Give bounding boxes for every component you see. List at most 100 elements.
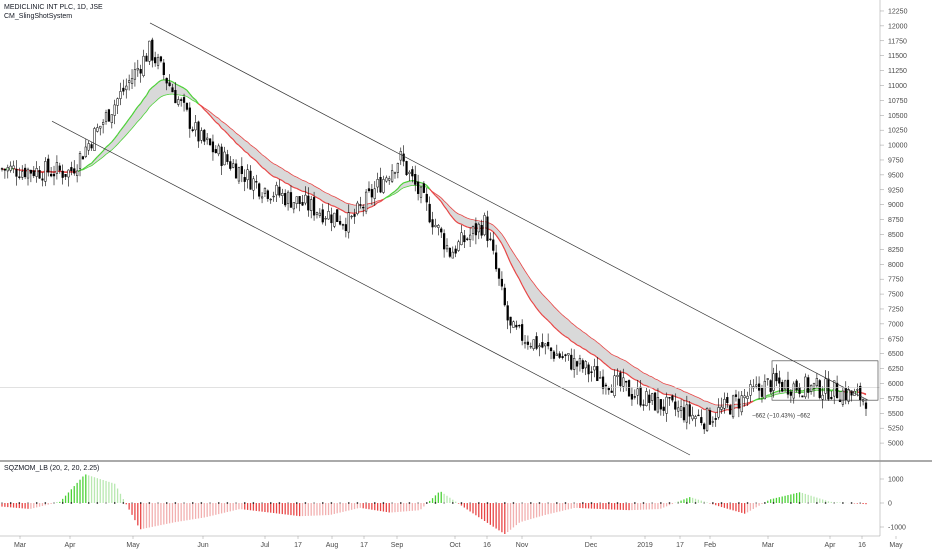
price-pane[interactable]: 5000 5250 5500 5750 6000 6250 6500 6750 7000 7250…: [0, 8, 908, 456]
slow-ema-segment: [756, 398, 760, 401]
candle-body: [237, 167, 241, 182]
slow-ema-segment: [536, 286, 540, 292]
slow-ema-segment: [88, 165, 92, 168]
candle-body: [671, 395, 674, 401]
slow-ema-segment: [247, 141, 251, 146]
candle-body: [226, 154, 229, 162]
time-tick-label: Apr: [65, 542, 77, 549]
slow-ema-segment: [498, 230, 503, 235]
candle-body: [809, 385, 813, 392]
fast-ema-segment: [591, 353, 595, 356]
slow-ema-segment: [235, 132, 240, 136]
candle-body: [327, 210, 330, 220]
time-tick-label: Apr: [825, 542, 837, 549]
fast-ema-segment: [238, 145, 243, 149]
slow-ema-segment: [435, 193, 439, 196]
candle-body: [619, 372, 622, 387]
squeeze-dot: [833, 502, 835, 504]
slow-ema-segment: [400, 187, 404, 190]
fast-ema-segment: [342, 210, 347, 214]
squeeze-dot: [694, 502, 697, 504]
fast-ema-segment: [498, 239, 503, 245]
slow-ema-segment: [319, 188, 323, 192]
squeeze-dot: [816, 502, 818, 504]
candle-body: [87, 143, 90, 151]
fast-ema-segment: [579, 345, 584, 349]
squeeze-dot: [261, 502, 263, 504]
candle-body: [310, 199, 313, 211]
price-tick-label: 8250: [888, 247, 904, 254]
slow-ema-segment: [273, 163, 277, 166]
fast-ema-segment: [374, 202, 379, 206]
fast-ema-segment: [336, 207, 341, 210]
candle-body: [844, 387, 847, 401]
fast-ema-segment: [440, 201, 445, 207]
fast-ema-segment: [287, 183, 292, 187]
slow-ema-segment: [599, 344, 604, 348]
slow-ema-segment: [389, 194, 393, 197]
candle-body: [356, 202, 359, 214]
fast-ema-segment: [232, 139, 237, 144]
fast-ema-segment: [596, 357, 601, 360]
fast-ema-segment: [160, 79, 164, 81]
slow-ema-segment: [518, 261, 523, 267]
fast-ema-segment: [108, 141, 113, 146]
price-tick-label: 11750: [888, 38, 907, 45]
slow-ema-segment: [351, 204, 355, 206]
fast-ema-segment: [464, 225, 468, 228]
slow-ema-segment: [221, 120, 225, 124]
candle-body: [610, 390, 613, 393]
slow-ema-segment: [446, 203, 451, 208]
slow-ema-segment: [452, 209, 456, 213]
price-tick-label: 5750: [888, 396, 904, 403]
candle-body: [304, 194, 307, 204]
fast-ema-segment: [449, 213, 454, 219]
candle-body: [613, 375, 616, 397]
slow-ema-segment: [134, 121, 139, 126]
candle-body: [454, 248, 457, 254]
price-tick-label: 5000: [888, 441, 904, 448]
squeeze-dot: [183, 502, 185, 504]
price-tick-label: 12000: [888, 23, 908, 30]
fast-ema-segment: [313, 195, 318, 199]
fast-ema-segment: [255, 160, 260, 165]
candle-body: [466, 238, 469, 240]
candle-body: [408, 171, 411, 174]
candle-body: [44, 161, 47, 182]
fast-ema-segment: [334, 205, 338, 209]
candle-body: [203, 129, 206, 142]
fast-ema-segment: [224, 130, 228, 134]
candle-body: [679, 406, 683, 411]
candle-body: [252, 178, 255, 191]
squeeze-dot: [400, 502, 402, 504]
slow-ema-segment: [204, 107, 208, 111]
squeeze-dot: [252, 502, 255, 504]
candle-body: [564, 354, 567, 357]
candle-body: [694, 416, 697, 419]
fast-ema-segment: [776, 390, 780, 393]
candle-body: [359, 204, 362, 206]
candle-body: [627, 380, 631, 397]
oscillator-pane[interactable]: 1000 0 -1000: [1, 474, 906, 534]
squeeze-dot: [608, 502, 610, 504]
candle-body: [76, 170, 79, 176]
slow-ema-segment: [256, 148, 260, 153]
candle-body: [570, 354, 573, 370]
fast-ema-segment: [510, 262, 514, 269]
candle-body: [720, 406, 723, 410]
squeeze-dot: [330, 502, 333, 504]
candle-body: [763, 380, 766, 400]
candle-body: [659, 399, 662, 410]
slow-ema-segment: [585, 333, 589, 337]
slow-ema-segment: [689, 393, 693, 396]
fast-ema-segment: [490, 229, 494, 233]
slow-ema-segment: [539, 290, 543, 295]
slow-ema-segment: [102, 153, 107, 158]
time-tick-label: Aug: [326, 542, 339, 549]
fast-ema-segment: [724, 409, 728, 412]
slow-ema-segment: [432, 191, 436, 195]
candle-body: [315, 212, 319, 215]
fast-ema-segment: [455, 220, 459, 224]
candle-body: [856, 389, 859, 391]
candle-body: [743, 395, 746, 399]
